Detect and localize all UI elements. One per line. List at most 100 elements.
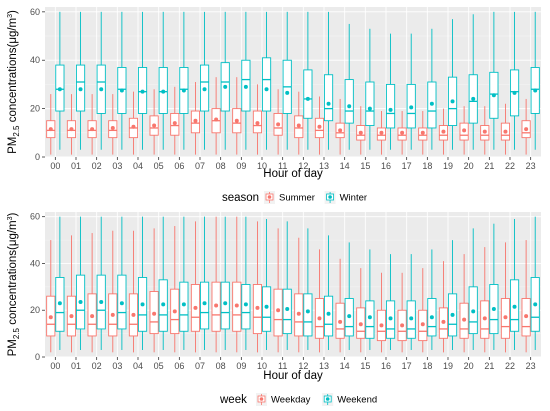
box-mean-point: [379, 130, 384, 135]
box-iqr: [323, 295, 334, 337]
box-mean-point: [285, 307, 290, 312]
box-iqr: [179, 281, 189, 332]
x-tick-label: 04: [133, 161, 143, 171]
box-mean-point: [358, 322, 363, 327]
box-mean-point: [110, 312, 115, 317]
x-tick-label: 02: [92, 361, 102, 371]
x-tick-label: 03: [112, 361, 122, 371]
box-mean-point: [512, 304, 517, 309]
y-tick-label: 20: [30, 104, 40, 114]
y-tick-label: 0: [35, 352, 40, 362]
x-tick-label: 12: [298, 161, 308, 171]
x-tick-label: 05: [154, 361, 164, 371]
x-axis-title: Hour of day: [263, 168, 323, 180]
x-tick-label: 06: [174, 361, 184, 371]
box-mean-point: [379, 323, 384, 328]
x-tick-label: 02: [92, 161, 102, 171]
box-mean-point: [441, 129, 446, 134]
x-tick-label: 19: [443, 361, 453, 371]
box-mean-point: [503, 315, 508, 320]
box-iqr: [365, 81, 375, 126]
box-iqr: [241, 284, 251, 330]
box-mean-point: [524, 314, 529, 319]
box-mean-point: [482, 316, 487, 321]
legend-key-weekday: [256, 393, 267, 406]
box-mean-point: [317, 316, 322, 321]
box-mean-point: [347, 314, 352, 319]
x-tick-label: 14: [340, 161, 350, 171]
x-tick-label: 11: [278, 161, 287, 171]
box-mean-point: [512, 90, 517, 95]
y-tick-label: 60: [30, 212, 40, 222]
box-mean-point: [119, 301, 124, 306]
box-mean-point: [131, 124, 136, 129]
legend-title: week: [219, 394, 247, 406]
box-mean-point: [347, 104, 352, 109]
box-mean-point: [491, 93, 496, 98]
box-mean-point: [202, 301, 207, 306]
box-mean-point: [326, 311, 331, 316]
box-mean-point: [388, 316, 393, 321]
box-mean-point: [471, 309, 476, 314]
x-tick-label: 08: [216, 161, 226, 171]
box-mean-point: [152, 123, 157, 128]
box-mean-point: [181, 302, 186, 307]
x-tick-label: 04: [133, 361, 143, 371]
x-tick-label: 12: [298, 361, 308, 371]
box-mean-point: [223, 84, 228, 89]
bottom-boxplot-panel: 0 20 40 60 00 01 02 03 04 05 06 07 08 09 10 11 12 13 14 15 1…: [7, 212, 541, 406]
box-mean-point: [57, 301, 62, 306]
box-mean-point: [161, 89, 166, 94]
x-axis-title: Hour of day: [263, 370, 323, 382]
box-mean-point: [140, 302, 145, 307]
box-mean-point: [255, 305, 260, 310]
box-iqr: [344, 79, 354, 124]
x-tick-label: 01: [71, 161, 81, 171]
box-mean-point: [450, 99, 455, 104]
box-mean-point: [234, 303, 239, 308]
x-tick-label: 00: [50, 361, 60, 371]
box-iqr: [323, 74, 334, 122]
box-iqr: [303, 293, 313, 337]
x-tick-label: 09: [236, 161, 246, 171]
box-mean-point: [276, 122, 281, 127]
box-mean-point: [99, 300, 104, 305]
legend-label: Summer: [279, 193, 315, 204]
legend: week Weekday Weekend: [219, 393, 377, 406]
box-iqr: [365, 300, 375, 339]
box-mean-point: [338, 319, 343, 324]
legend-key-winter: [324, 191, 336, 204]
x-tick-label: 07: [195, 161, 205, 171]
x-tick-label: 13: [319, 161, 329, 171]
top-boxplot-panel: 0 20 40 60 00 01 02 03 04 05 06 07 08 09 10 11 12 13 14 15 1…: [7, 7, 541, 204]
x-tick-label: 18: [422, 161, 432, 171]
x-tick-label: 17: [402, 361, 412, 371]
box-mean-point: [367, 106, 372, 111]
box-mean-point: [503, 129, 508, 134]
y-axis-title: PM2.5 concentrations(μg/m3): [7, 212, 21, 356]
box-mean-point: [388, 107, 393, 112]
x-tick-label: 22: [505, 161, 515, 171]
box-mean-point: [367, 315, 372, 320]
x-tick-label: 13: [319, 361, 329, 371]
plot-background: [45, 7, 541, 157]
plot-background: [45, 212, 541, 357]
box-mean-point: [193, 305, 198, 310]
x-tick-label: 19: [443, 161, 453, 171]
y-tick-label: 40: [30, 55, 40, 65]
y-tick-label: 20: [30, 305, 40, 315]
box-mean-point: [482, 129, 487, 134]
legend-key-mean: [267, 195, 272, 199]
box-mean-point: [181, 88, 186, 93]
box-mean-point: [462, 317, 467, 322]
x-tick-label: 18: [422, 361, 432, 371]
x-tick-label: 21: [484, 361, 494, 371]
x-tick-label: 14: [340, 361, 350, 371]
x-tick-label: 06: [174, 161, 184, 171]
box-mean-point: [243, 84, 248, 89]
box-iqr: [199, 281, 210, 330]
box-mean-point: [420, 130, 425, 135]
box-mean-point: [90, 127, 95, 132]
x-tick-label: 11: [278, 361, 287, 371]
